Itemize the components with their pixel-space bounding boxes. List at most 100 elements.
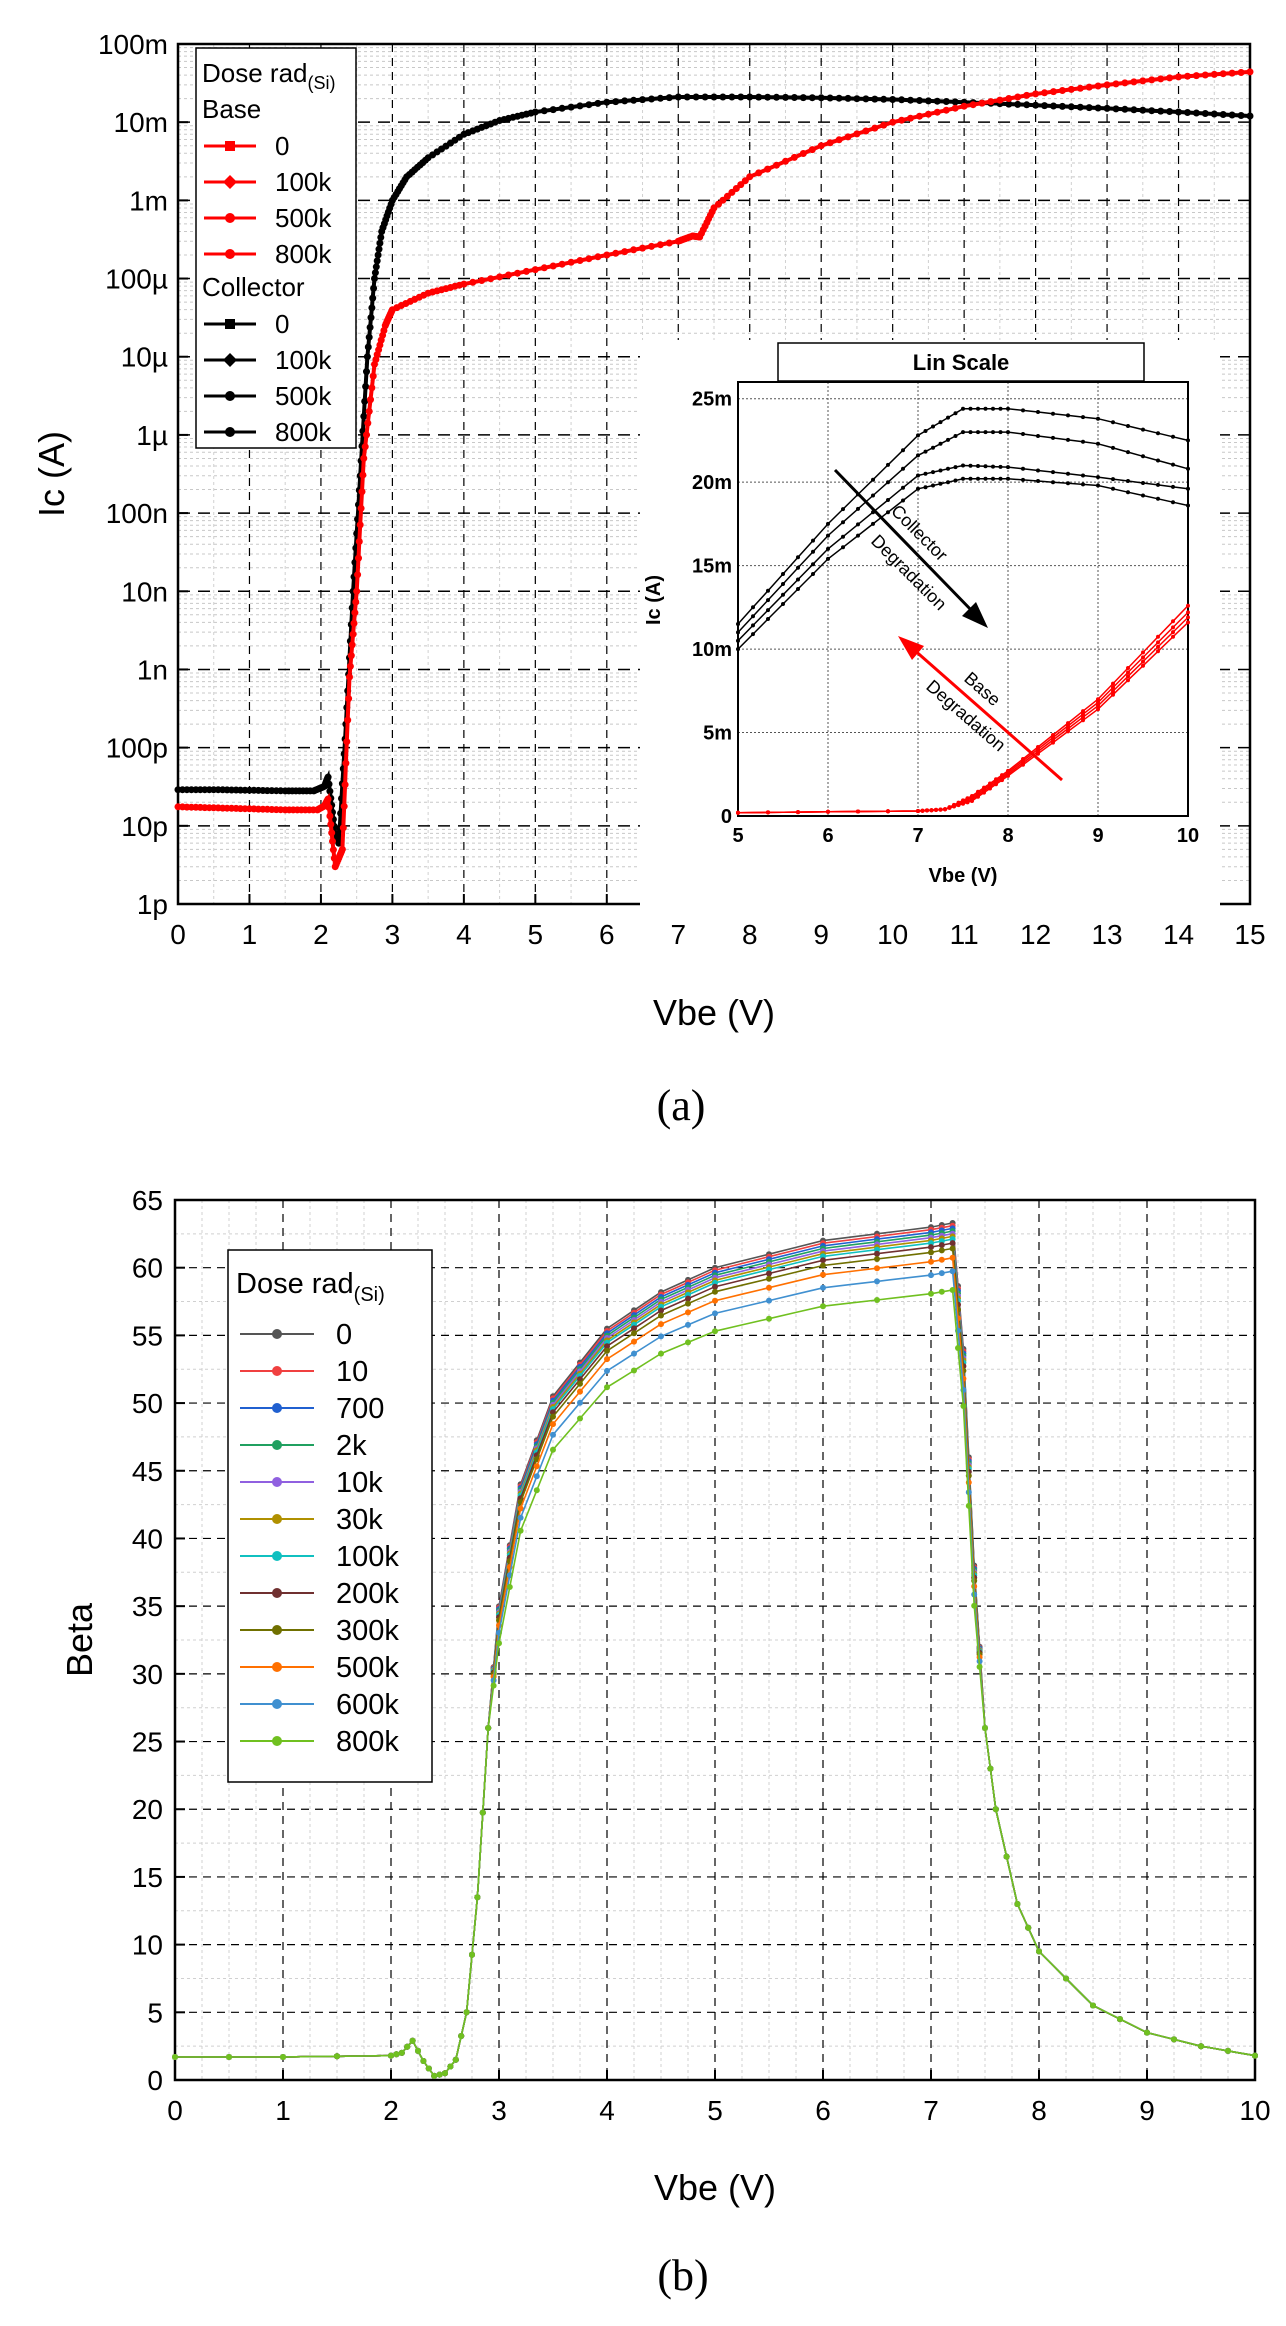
inset-collector-point [1141, 493, 1145, 498]
inset-collector-point [968, 463, 973, 468]
inset-lin-scale: Lin Scale 5 6 7 8 9 10 0 5m 10m 15m 20m 25m Vbe (V)… [640, 340, 1220, 910]
data-point-500k [820, 1271, 826, 1278]
data-point-800k [479, 1809, 486, 1816]
data-point-800k [976, 1663, 983, 1670]
data-point-collector [549, 106, 557, 114]
inset-collector-point [1051, 470, 1055, 475]
inset-collector-point [931, 424, 935, 429]
inset-base-point [1051, 740, 1055, 745]
panel-a-legend-title: Dose rad(Si) [202, 58, 336, 93]
x-tick-label: 3 [385, 919, 401, 950]
legend-entry-10: 10 [240, 1356, 368, 1388]
inset-collector-point [976, 476, 980, 481]
data-point-base [907, 114, 914, 122]
legend-entry-500k: 500k [240, 1652, 399, 1684]
inset-collector-point [923, 471, 928, 476]
inset-collector-point [886, 498, 890, 502]
panel-b-legend-box [227, 1249, 433, 1783]
inset-collector-point [856, 506, 860, 511]
x-tick-label: 8 [742, 919, 758, 950]
data-point-collector [370, 284, 378, 292]
panel-a-legend-box [195, 47, 357, 449]
inset-collector-point [938, 468, 943, 473]
inset-base-point [1081, 715, 1085, 720]
data-point-base [340, 802, 348, 810]
y-tick-label: 60 [132, 1253, 163, 1284]
data-point-collector [367, 314, 375, 322]
inset-base-point [886, 809, 890, 814]
x-tick-label: 15 [1234, 919, 1265, 950]
legend-entry-600k: 600k [240, 1689, 399, 1721]
inset-collector-point [826, 521, 830, 526]
data-point-500k [766, 1284, 772, 1291]
data-point-base [594, 253, 602, 261]
data-point-collector [790, 94, 798, 101]
inset-collector-point [976, 464, 980, 468]
inset-collector-point [1006, 430, 1010, 435]
legend-label: 500k [275, 203, 332, 233]
x-tick-label: 5 [707, 2095, 723, 2126]
inset-collector-point [946, 415, 950, 420]
inset-collector-point [931, 470, 935, 475]
data-point-800k [550, 1446, 556, 1453]
inset-collector-point [1186, 503, 1190, 508]
data-point-collector [1085, 104, 1093, 112]
data-point-collector [371, 269, 379, 277]
inset-x-tick-label: 9 [1092, 825, 1103, 847]
data-point-base [365, 407, 373, 415]
inset-base-point [925, 808, 929, 813]
y-tick-label: 100µ [105, 264, 168, 295]
inset-collector-point [916, 486, 920, 491]
data-point-500k [712, 1297, 718, 1304]
legend-marker [272, 1440, 282, 1450]
x-tick-label: 2 [383, 2095, 399, 2126]
data-point-800k [965, 1502, 972, 1509]
inset-collector-point [983, 464, 988, 469]
inset-collector-point [811, 562, 815, 567]
data-point-base [1103, 81, 1111, 89]
data-point-base [357, 504, 365, 512]
inset-base-point [1126, 674, 1130, 679]
inset-collector-point [931, 445, 935, 450]
data-point-base [531, 266, 539, 274]
data-point-collector [853, 95, 861, 103]
inset-base-point [1126, 678, 1130, 683]
data-point-base [1175, 73, 1182, 81]
legend-entry-700: 700 [240, 1393, 384, 1425]
data-point-800k [992, 1806, 999, 1813]
data-point-base [630, 246, 638, 254]
data-point-collector [728, 93, 736, 101]
data-point-collector [692, 93, 700, 101]
inset-base-point [736, 810, 740, 815]
inset-x-tick-label: 6 [822, 825, 833, 847]
inset-base-point [961, 801, 965, 806]
data-point-collector [1228, 111, 1236, 119]
collector-degradation-arrow [833, 468, 977, 616]
inset-collector-point [976, 406, 980, 411]
data-point-200k [604, 1343, 610, 1350]
inset-collector-point [1186, 466, 1190, 471]
inset-collector-point [1171, 462, 1175, 467]
inset-collector-point [1156, 458, 1160, 463]
inset-base-point [1156, 644, 1160, 649]
data-point-300k [712, 1288, 718, 1295]
inset-collector-point [1006, 406, 1010, 411]
data-point-800k [1225, 2047, 1231, 2054]
x-tick-label: 10 [1239, 2095, 1270, 2126]
data-point-base [1246, 68, 1254, 76]
inset-base-point [1141, 663, 1145, 668]
inset-collector-point [1141, 481, 1145, 485]
data-point-collector [1246, 112, 1254, 120]
y-tick-label: 10p [121, 811, 168, 842]
data-point-collector [585, 101, 593, 109]
legend-entry-base-100k: 100k [204, 167, 332, 197]
data-point-collector [1166, 108, 1174, 115]
data-point-collector [898, 96, 906, 104]
data-point-collector [656, 94, 664, 102]
data-point-collector [907, 96, 914, 104]
data-point-collector [1184, 109, 1191, 116]
data-point-800k [517, 1527, 524, 1534]
inset-collector-point [1111, 486, 1115, 491]
data-point-base [924, 110, 932, 118]
